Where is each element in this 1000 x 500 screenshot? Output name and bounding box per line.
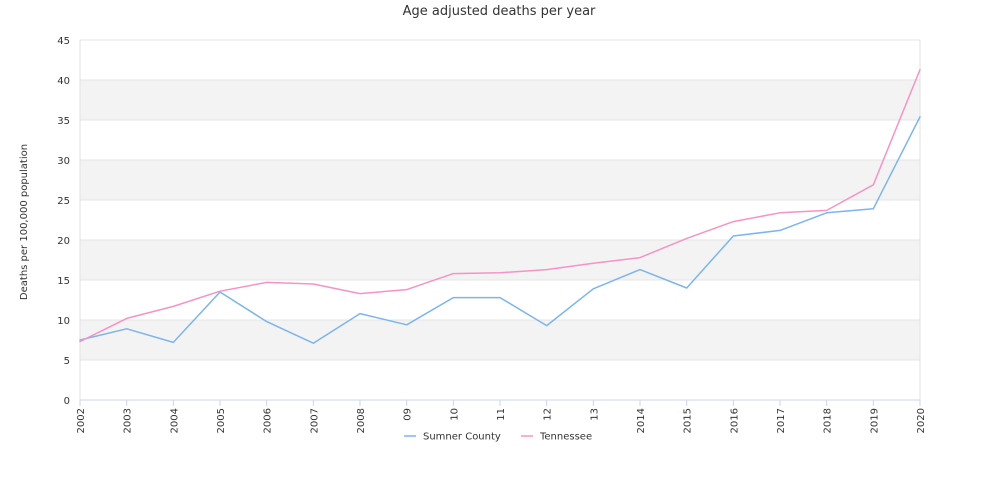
x-tick-label: 2018 [823,408,834,433]
x-tick-label: 2019 [869,408,880,433]
plot-background-bands [80,40,920,400]
plot-band [80,80,920,120]
x-tick-label: 2004 [169,408,180,433]
series-lines [79,68,921,344]
plot-band [80,120,920,160]
y-tick-label: 15 [57,276,70,287]
x-axis-ticks: 2002 2003 2004 2005 2006 2007 2008 09 10 11 12 13 20… [76,400,927,433]
y-tick-label: 10 [57,316,70,327]
y-tick-label: 35 [57,116,70,127]
x-tick-label: 2008 [356,408,367,433]
x-tick-label: 2002 [76,408,87,433]
x-tick-label: 2017 [776,408,787,433]
x-tick-label: 2007 [309,408,320,433]
legend-item-label[interactable]: Tennessee [539,432,592,443]
series-line-tennessee [79,68,921,343]
x-tick-label: 2016 [729,408,740,433]
plot-band [80,320,920,360]
x-tick-label: 2020 [916,408,927,433]
x-tick-label: 2005 [216,408,227,433]
y-tick-label: 45 [57,36,70,47]
x-tick-label: 2003 [123,408,134,433]
x-tick-label: 2014 [636,408,647,433]
legend-item-label[interactable]: Sumner County [423,432,501,443]
x-tick-label: 13 [589,408,600,421]
y-tick-label: 5 [64,356,70,367]
plot-band [80,160,920,200]
x-tick-label: 12 [543,408,554,421]
plot-band [80,280,920,320]
legend: Sumner County Tennessee [404,432,592,443]
gridlines [80,39,920,401]
plot-band [80,40,920,80]
y-axis-label: Deaths per 100,000 population [19,144,30,300]
x-tick-label: 2015 [683,408,694,433]
y-tick-label: 20 [57,236,70,247]
y-axis-ticks: 0 5 10 15 20 25 30 35 40 45 [57,36,70,407]
y-tick-label: 0 [64,396,70,407]
plot-band [80,240,920,280]
x-tick-label: 11 [496,408,507,421]
plot-band [80,360,920,400]
chart-title: Age adjusted deaths per year [403,4,596,19]
plot-band [80,200,920,240]
x-tick-label: 10 [449,408,460,421]
y-tick-label: 30 [57,156,70,167]
x-tick-label: 2006 [263,408,274,433]
series-line-sumner-county [79,116,921,344]
y-tick-label: 40 [57,76,70,87]
y-tick-label: 25 [57,196,70,207]
x-tick-label: 09 [403,408,414,421]
